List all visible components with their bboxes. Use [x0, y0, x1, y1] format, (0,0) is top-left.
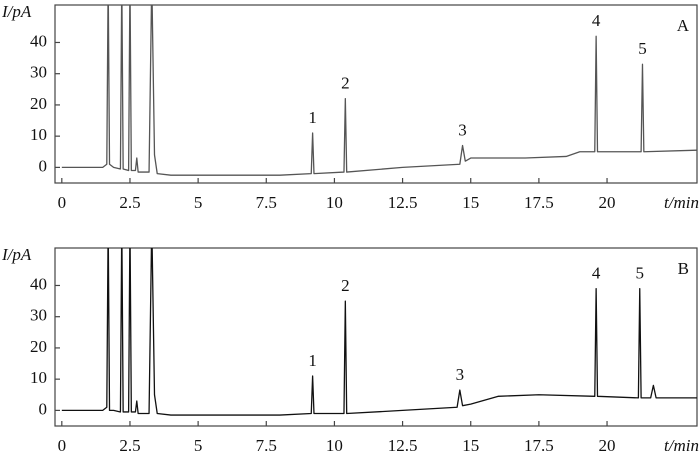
- x-tick-label: 5: [194, 436, 203, 455]
- peak-label: 2: [341, 74, 350, 93]
- y-tick-label: 0: [39, 156, 48, 175]
- y-tick-label: 20: [30, 337, 47, 356]
- x-tick-label: 15: [462, 436, 479, 455]
- y-tick-label: 40: [30, 274, 47, 293]
- y-tick-label: 0: [39, 399, 48, 418]
- y-tick-label: 40: [30, 31, 47, 50]
- y-tick-label: 30: [30, 306, 47, 325]
- panel-label: B: [678, 259, 689, 278]
- x-axis-label: t/min: [664, 193, 699, 212]
- y-tick-label: 10: [30, 125, 47, 144]
- peak-label: 2: [341, 276, 350, 295]
- peak-label: 5: [636, 264, 645, 283]
- x-tick-label: 20: [599, 436, 616, 455]
- x-tick-label: 0: [58, 436, 67, 455]
- plot-frame: [54, 4, 698, 184]
- x-tick-label: 2.5: [119, 193, 140, 212]
- x-tick-label: 10: [326, 193, 343, 212]
- peak-label: 4: [592, 264, 601, 283]
- y-tick-label: 20: [30, 94, 47, 113]
- x-tick-label: 12.5: [388, 193, 418, 212]
- trace: [61, 248, 697, 416]
- y-tick-label: 30: [30, 63, 47, 82]
- x-tick-label: 10: [326, 436, 343, 455]
- y-tick-label: 10: [30, 368, 47, 387]
- peak-label: 1: [308, 108, 317, 127]
- x-tick-label: 15: [462, 193, 479, 212]
- x-tick-label: 12.5: [388, 436, 418, 455]
- peak-label: 1: [308, 351, 317, 370]
- peak-label: 4: [592, 11, 601, 30]
- x-tick-label: 5: [194, 193, 203, 212]
- y-axis-label: I/pA: [1, 2, 32, 21]
- y-axis-label: I/pA: [1, 245, 32, 264]
- peak-label: 3: [456, 365, 465, 384]
- trace: [61, 5, 697, 176]
- peak-label: 5: [638, 39, 647, 58]
- plot-frame: [54, 247, 698, 427]
- peak-label: 3: [458, 120, 467, 139]
- x-tick-label: 20: [599, 193, 616, 212]
- x-tick-label: 2.5: [119, 436, 140, 455]
- x-tick-label: 17.5: [524, 436, 554, 455]
- x-tick-label: 7.5: [256, 193, 277, 212]
- x-tick-label: 7.5: [256, 436, 277, 455]
- x-tick-label: 0: [58, 193, 67, 212]
- panel-label: A: [677, 16, 690, 35]
- x-tick-label: 17.5: [524, 193, 554, 212]
- x-axis-label: t/min: [664, 436, 699, 455]
